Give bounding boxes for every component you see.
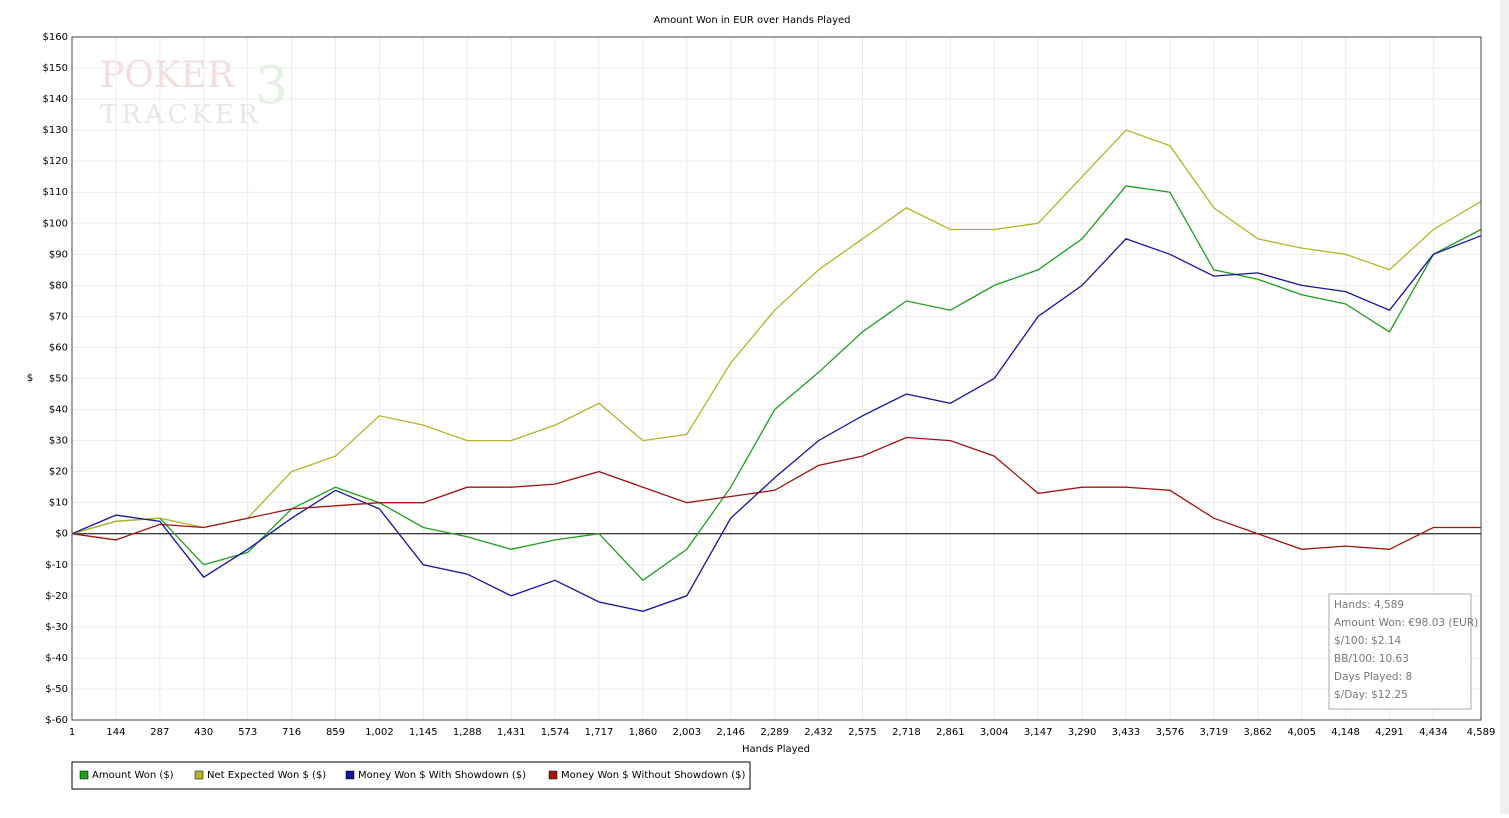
watermark: POKER 3 TRACKER (100, 55, 288, 130)
y-tick-label: $10 (49, 498, 68, 509)
legend-swatch (345, 770, 355, 780)
legend-items: Amount Won ($) Net Expected Won $ ($) Mone… (79, 770, 745, 781)
legend-label: Net Expected Won $ ($) (207, 770, 326, 781)
chart-title: Amount Won in EUR over Hands Played (653, 15, 850, 26)
x-tick-label: 3,719 (1199, 727, 1228, 738)
y-tick-label: $-40 (45, 653, 68, 664)
y-tick-label: $-10 (45, 560, 68, 571)
y-tick-label: $20 (49, 467, 68, 478)
y-tick-label: $110 (43, 187, 68, 198)
x-tick-label: 1,860 (629, 727, 658, 738)
x-tick-label: 1,431 (497, 727, 526, 738)
series-line (71, 436, 1481, 550)
info-line: BB/100: 10.63 (1334, 653, 1409, 665)
legend-swatch (194, 770, 204, 780)
y-tick-label: $-60 (45, 715, 68, 726)
x-tick-label: 716 (282, 727, 301, 738)
legend-label: Money Won $ Without Showdown ($) (561, 770, 745, 781)
x-tick-label: 2,861 (936, 727, 965, 738)
info-lines: Hands: 4,589 Amount Won: €98.03 (EUR) $/10… (1334, 599, 1478, 701)
info-line: Amount Won: €98.03 (EUR) (1334, 617, 1478, 629)
y-tick-label: $70 (49, 311, 68, 322)
x-tick-label: 859 (326, 727, 345, 738)
legend-swatch (79, 770, 89, 780)
y-tick-label: $-30 (45, 622, 68, 633)
scrollbar[interactable] (1500, 0, 1509, 814)
y-tick-label: $140 (43, 94, 68, 105)
x-tick-label: 3,576 (1156, 727, 1185, 738)
y-tick-label: $-20 (45, 591, 68, 602)
x-tick-label: 3,147 (1024, 727, 1053, 738)
watermark-text: 3 (255, 57, 288, 117)
info-line: $/100: $2.14 (1334, 635, 1402, 647)
y-tick-label: $150 (43, 63, 68, 74)
y-tick-label: $100 (43, 218, 68, 229)
series-line (71, 129, 1482, 535)
y-tick-label: $30 (49, 436, 68, 447)
plot-frame (71, 36, 1482, 721)
y-tick-label: $120 (43, 156, 68, 167)
legend-label: Amount Won ($) (92, 770, 174, 781)
x-tick-label: 4,589 (1467, 727, 1496, 738)
x-tick-label: 1,288 (453, 727, 482, 738)
info-line: Hands: 4,589 (1334, 599, 1404, 611)
x-tick-label: 4,148 (1331, 727, 1360, 738)
y-tick-label: $40 (49, 405, 68, 416)
y-tick-label: $50 (49, 374, 68, 385)
x-tick-label: 2,718 (892, 727, 921, 738)
legend (71, 761, 751, 790)
x-tick-label: 287 (150, 727, 169, 738)
info-box (1328, 593, 1472, 710)
x-tick-label: 4,434 (1419, 727, 1448, 738)
legend-swatch (548, 770, 558, 780)
y-tick-label: $0 (55, 529, 68, 540)
y-tick-label: $80 (49, 280, 68, 291)
y-tick-label: $60 (49, 342, 68, 353)
x-tick-label: 1 (69, 727, 75, 738)
x-tick-label: 2,146 (716, 727, 745, 738)
info-line: $/Day: $12.25 (1334, 689, 1408, 701)
x-tick-label: 3,433 (1112, 727, 1141, 738)
y-tick-label: $90 (49, 249, 68, 260)
x-tick-label: 1,574 (541, 727, 570, 738)
x-tick-label: 1,145 (409, 727, 438, 738)
x-tick-label: 3,290 (1068, 727, 1097, 738)
x-axis-label: Hands Played (742, 744, 810, 755)
series-line (71, 235, 1482, 612)
y-tick-label: $130 (43, 125, 68, 136)
watermark-text: TRACKER (100, 100, 262, 130)
x-tick-label: 573 (238, 727, 257, 738)
x-tick-label: 144 (106, 727, 125, 738)
x-tick-label: 2,432 (804, 727, 833, 738)
y-tick-label: $160 (43, 32, 68, 43)
y-tick-label: $-50 (45, 684, 68, 695)
x-tick-label: 2,003 (673, 727, 702, 738)
plot-area (71, 36, 1482, 721)
x-tick-label: 3,004 (980, 727, 1009, 738)
x-tick-label: 4,291 (1375, 727, 1404, 738)
x-tick-label: 1,002 (365, 727, 394, 738)
x-tick-label: 2,575 (848, 727, 877, 738)
series-line (71, 185, 1482, 582)
x-tick-label: 4,005 (1287, 727, 1316, 738)
x-tick-label: 3,862 (1243, 727, 1272, 738)
y-axis-label: $ (27, 373, 33, 384)
watermark-text: POKER (100, 55, 235, 96)
info-line: Days Played: 8 (1334, 671, 1412, 683)
x-tick-label: 1,717 (585, 727, 614, 738)
x-tick-label: 430 (194, 727, 213, 738)
x-tick-label: 2,289 (760, 727, 789, 738)
legend-label: Money Won $ With Showdown ($) (358, 770, 526, 781)
